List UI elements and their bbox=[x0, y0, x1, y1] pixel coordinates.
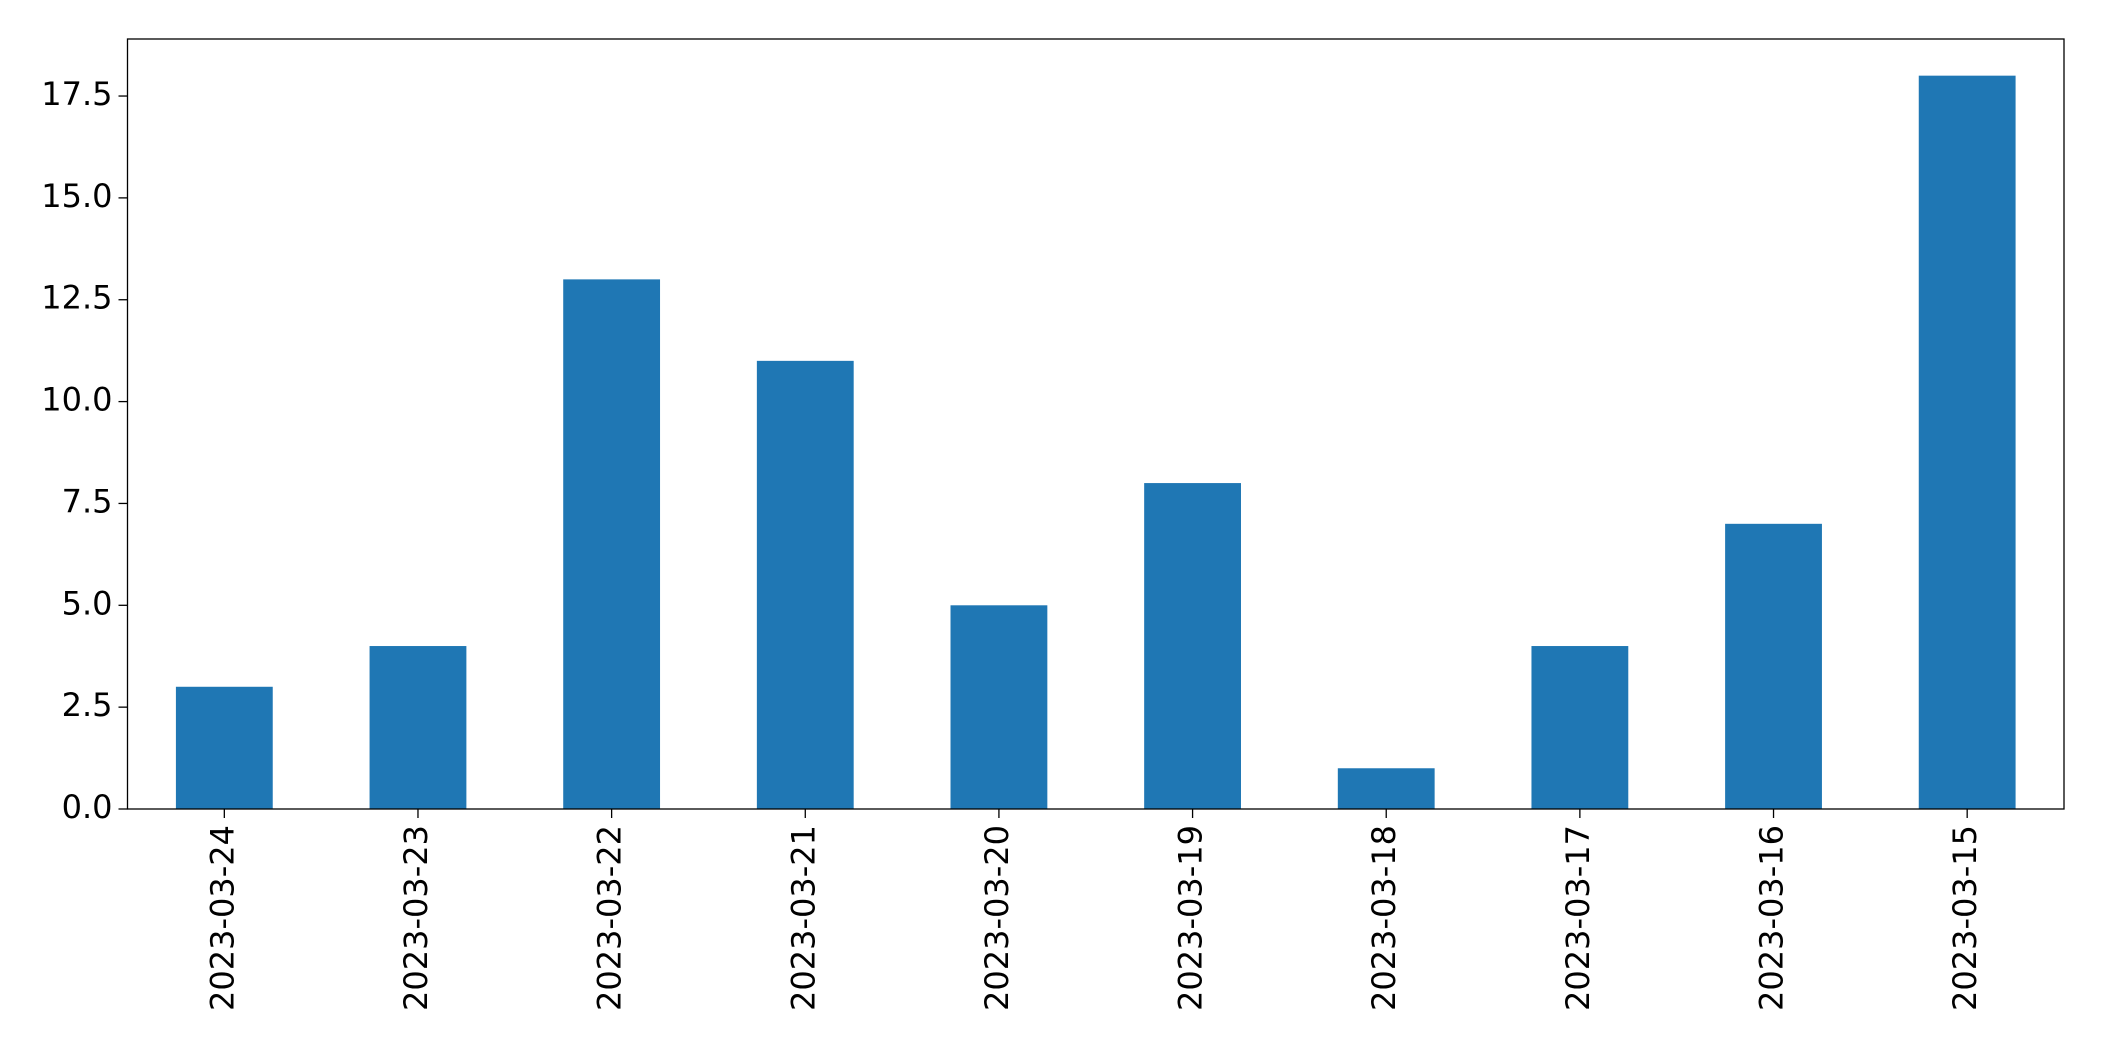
x-tick-label: 2023-03-23 bbox=[397, 825, 435, 1011]
x-tick-label: 2023-03-16 bbox=[1753, 825, 1791, 1011]
x-tick-label: 2023-03-20 bbox=[978, 825, 1016, 1011]
y-tick-label: 5.0 bbox=[62, 584, 113, 622]
bar bbox=[369, 646, 467, 809]
bar bbox=[175, 686, 273, 809]
y-tick-label: 2.5 bbox=[62, 686, 113, 724]
bar bbox=[563, 279, 661, 809]
y-tick-label: 12.5 bbox=[41, 279, 112, 317]
x-tick-label: 2023-03-19 bbox=[1172, 825, 1210, 1011]
y-tick-label: 7.5 bbox=[62, 482, 113, 520]
x-tick-label: 2023-03-21 bbox=[784, 825, 822, 1011]
x-tick-label: 2023-03-22 bbox=[591, 825, 629, 1011]
bar bbox=[1337, 768, 1435, 809]
y-tick-label: 17.5 bbox=[41, 75, 112, 113]
x-tick-label: 2023-03-17 bbox=[1559, 825, 1597, 1011]
y-tick-label: 0.0 bbox=[62, 788, 113, 826]
x-tick-label: 2023-03-18 bbox=[1365, 825, 1403, 1011]
x-tick-label: 2023-03-15 bbox=[1946, 825, 1984, 1011]
plot-frame bbox=[126, 38, 2065, 810]
bar bbox=[756, 360, 854, 809]
bar bbox=[1531, 646, 1629, 809]
bar bbox=[1144, 483, 1241, 809]
y-tick-label: 15.0 bbox=[41, 177, 112, 215]
bar bbox=[950, 605, 1048, 809]
x-tick-label: 2023-03-24 bbox=[203, 825, 241, 1011]
bar bbox=[1918, 75, 2016, 809]
bar bbox=[1725, 523, 1822, 809]
y-tick-label: 10.0 bbox=[41, 381, 112, 419]
